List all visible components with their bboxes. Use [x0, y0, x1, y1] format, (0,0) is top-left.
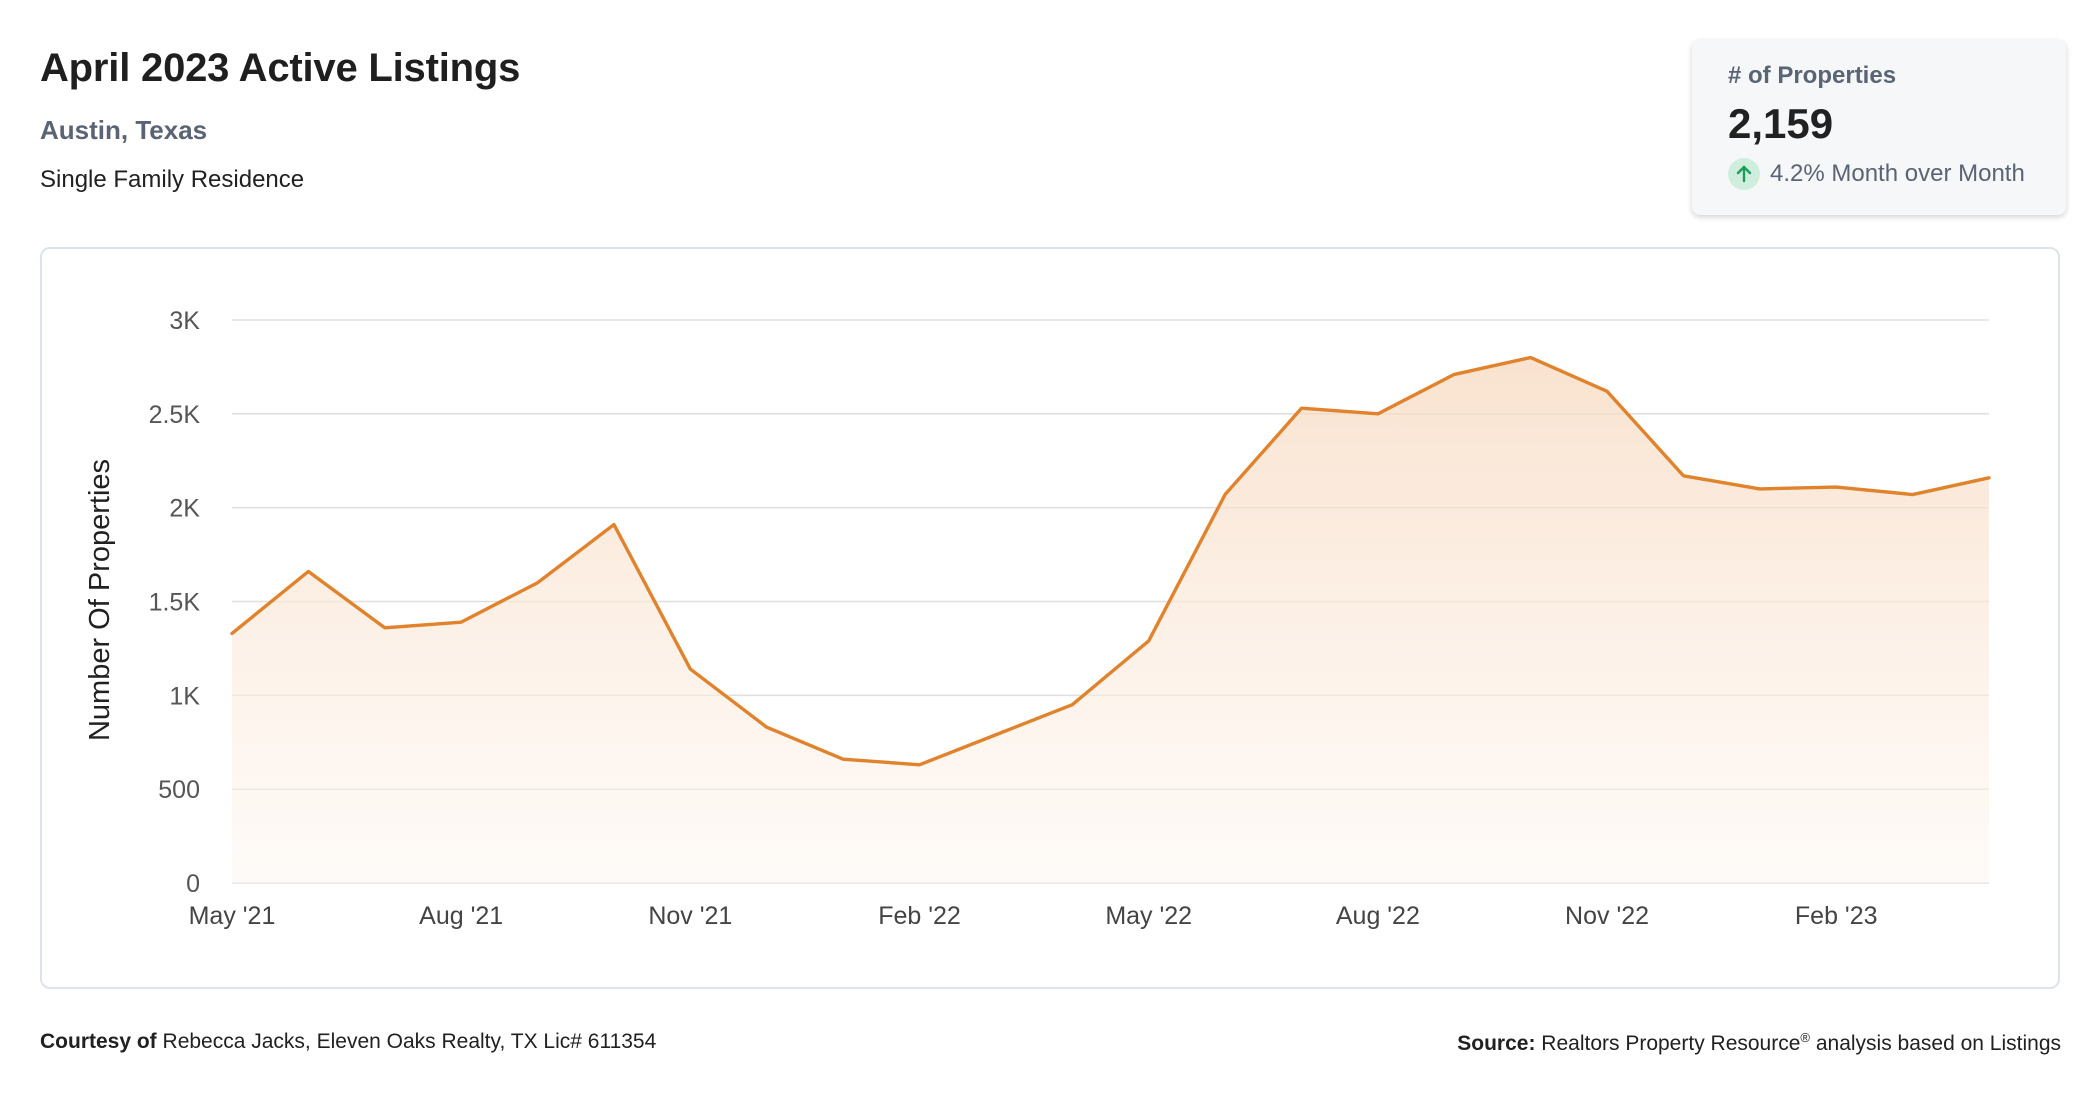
- series-area: [232, 357, 1989, 883]
- y-tick-label: 1.5K: [149, 589, 201, 617]
- y-tick-label: 500: [158, 776, 200, 804]
- source-label: Source:: [1457, 1032, 1536, 1055]
- courtesy-text: Rebecca Jacks, Eleven Oaks Realty, TX Li…: [162, 1030, 657, 1053]
- chart-card: 0 500 1K 1.5K 2K 2.5K 3K May '21 Aug '21 Nov '21…: [40, 247, 2060, 989]
- x-tick-label: Feb '23: [1795, 902, 1878, 930]
- source-footer: Source: Realtors Property Resource® anal…: [1457, 1030, 2061, 1056]
- active-listings-chart: 0 500 1K 1.5K 2K 2.5K 3K May '21 Aug '21 Nov '21…: [84, 307, 1991, 930]
- x-tick-label: Nov '22: [1565, 902, 1649, 930]
- registered-mark: ®: [1800, 1030, 1810, 1045]
- courtesy-footer: Courtesy of Rebecca Jacks, Eleven Oaks R…: [40, 1030, 656, 1054]
- page-header: April 2023 Active Listings Austin, Texas…: [40, 46, 520, 194]
- location-label: Austin, Texas: [40, 115, 208, 145]
- x-tick-label: May '22: [1105, 902, 1192, 930]
- y-tick-label: 0: [186, 870, 200, 898]
- y-tick-label: 2K: [169, 495, 200, 523]
- x-tick-label: May '21: [189, 902, 276, 930]
- y-axis-label: Number Of Properties: [84, 459, 116, 741]
- y-tick-label: 3K: [169, 307, 200, 335]
- properties-stat-card: # of Properties 2,159 4.2% Month over Mo…: [1692, 40, 2066, 215]
- property-type-label: Single Family Residence: [40, 166, 305, 193]
- y-tick-label: 2.5K: [149, 401, 201, 429]
- series-line: [230, 355, 1991, 767]
- stat-label: # of Properties: [1728, 62, 1897, 89]
- x-tick-label: Nov '21: [648, 902, 732, 930]
- x-tick-label: Aug '22: [1336, 902, 1420, 930]
- arrow-up-icon: [1728, 158, 1760, 190]
- source-text: Realtors Property Resource: [1541, 1032, 1801, 1055]
- stat-value: 2,159: [1728, 100, 1834, 147]
- page-title: April 2023 Active Listings: [40, 46, 521, 90]
- stat-change: 4.2% Month over Month: [1728, 158, 2066, 190]
- y-tick-label: 1K: [169, 682, 200, 710]
- stat-change-text: 4.2% Month over Month: [1770, 160, 2025, 187]
- x-tick-label: Aug '21: [419, 902, 503, 930]
- courtesy-label: Courtesy of: [40, 1030, 157, 1053]
- source-suffix: analysis based on Listings: [1815, 1032, 2061, 1055]
- x-tick-label: Feb '22: [878, 902, 961, 930]
